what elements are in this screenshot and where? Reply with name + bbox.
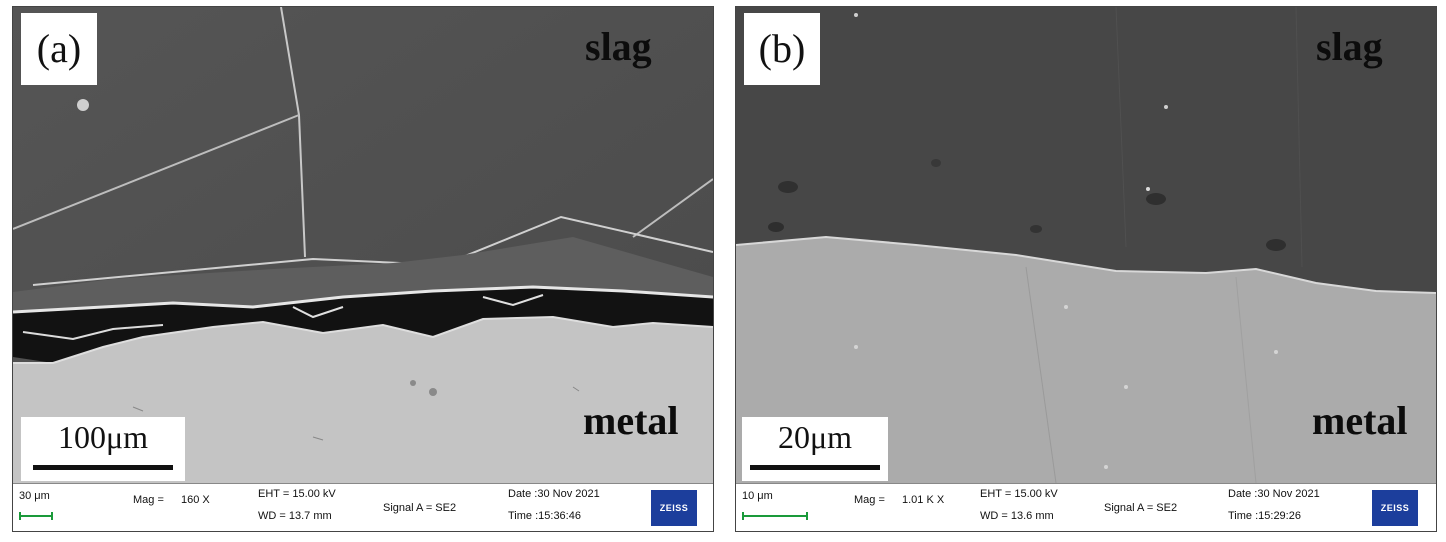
time-value: Time :15:36:46 <box>508 510 581 522</box>
time-value: Time :15:29:26 <box>1228 510 1301 522</box>
signal-value: Signal A = SE2 <box>383 502 457 514</box>
zeiss-logo: ZEISS <box>651 490 697 526</box>
marker-label: 30 μm <box>19 490 50 502</box>
date-value: Date :30 Nov 2021 <box>1228 488 1320 500</box>
scale-bar-line-b <box>750 465 880 470</box>
sem-image-b <box>736 7 1436 483</box>
scale-bar-b: 20μm <box>742 417 888 481</box>
metal-label-b: metal <box>1312 398 1408 443</box>
wd-value: WD = 13.6 mm <box>980 510 1054 522</box>
micrograph-panel-b: (b) slag metal 20μm 10 μm Mag = 1.01 K X… <box>735 6 1437 532</box>
mag-label: Mag = <box>854 494 885 506</box>
sem-databar-b: 10 μm Mag = 1.01 K X EHT = 15.00 kV WD =… <box>736 483 1436 531</box>
scale-bar-a: 100μm <box>21 417 185 481</box>
panel-label-a: (a) <box>21 13 97 85</box>
marker-bar <box>19 512 53 520</box>
sem-databar-a: 30 μm Mag = 160 X EHT = 15.00 kV WD = 13… <box>13 483 713 531</box>
panel-label-b: (b) <box>744 13 820 85</box>
eht-value: EHT = 15.00 kV <box>258 488 336 500</box>
sem-image-a <box>13 7 713 483</box>
micrograph-panel-a: (a) slag metal 100μm 30 μm Mag = 160 X E… <box>12 6 714 532</box>
scale-bar-label-a: 100μm <box>57 419 149 455</box>
mag-value: 1.01 K X <box>902 494 945 506</box>
eht-value: EHT = 15.00 kV <box>980 488 1058 500</box>
scale-bar-label-b: 20μm <box>777 419 853 455</box>
slag-label-a: slag <box>585 24 652 69</box>
metal-label-a: metal <box>583 398 679 443</box>
mag-label: Mag = <box>133 494 164 506</box>
date-value: Date :30 Nov 2021 <box>508 488 600 500</box>
wd-value: WD = 13.7 mm <box>258 510 332 522</box>
scale-bar-line-a <box>33 465 173 470</box>
slag-label-b: slag <box>1316 24 1383 69</box>
signal-value: Signal A = SE2 <box>1104 502 1178 514</box>
mag-value: 160 X <box>181 494 210 506</box>
zeiss-logo: ZEISS <box>1372 490 1418 526</box>
marker-bar <box>742 512 808 520</box>
marker-label: 10 μm <box>742 490 773 502</box>
